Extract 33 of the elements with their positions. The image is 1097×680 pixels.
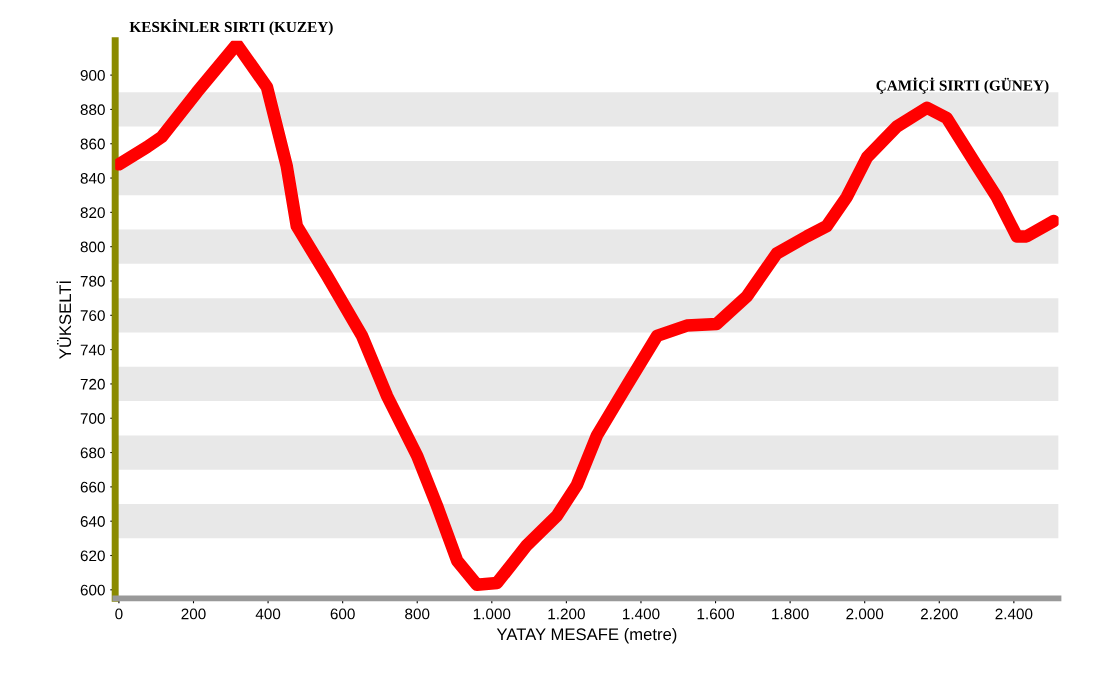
x-tick-label: 0 bbox=[115, 608, 123, 620]
y-tick-label: 640 bbox=[80, 516, 105, 527]
x-tick-label: 1.200 bbox=[548, 608, 585, 620]
y-axis-title: YÜKSELTİ bbox=[56, 281, 72, 359]
y-tick-label: 760 bbox=[80, 310, 105, 321]
x-tick-label: 600 bbox=[330, 608, 355, 620]
x-tick-label: 2.200 bbox=[920, 608, 958, 620]
y-tick-label: 800 bbox=[80, 241, 105, 253]
y-tick-label: 860 bbox=[80, 138, 105, 150]
y-tick-label: 620 bbox=[80, 550, 105, 562]
x-tick-label: 800 bbox=[405, 608, 430, 620]
annotation: ÇAMİÇİ SIRTI (GÜNEY) bbox=[876, 77, 1049, 94]
x-tick-label: 1.600 bbox=[697, 608, 735, 620]
y-tick-label: 820 bbox=[80, 207, 105, 219]
x-tick-label: 200 bbox=[181, 608, 206, 620]
x-tick-label: 2.000 bbox=[846, 608, 884, 620]
y-tick-label: 840 bbox=[80, 172, 105, 184]
y-tick-label: 660 bbox=[80, 481, 105, 493]
x-tick-label: 400 bbox=[255, 608, 281, 620]
x-tick-label: 1.000 bbox=[473, 608, 511, 620]
x-tick-label: 1.400 bbox=[623, 608, 660, 620]
y-tick-label: 900 bbox=[80, 69, 105, 81]
x-tick-label: 1.800 bbox=[772, 608, 809, 620]
y-tick-label: 880 bbox=[80, 104, 105, 116]
x-tick-label: 2.400 bbox=[995, 608, 1033, 620]
y-tick-label: 720 bbox=[80, 378, 105, 390]
y-tick-label: 740 bbox=[80, 344, 105, 356]
y-tick-label: 780 bbox=[80, 275, 105, 287]
y-tick-label: 700 bbox=[80, 413, 105, 424]
y-tick-label: 680 bbox=[80, 447, 105, 459]
x-axis-title: YATAY MESAFE (metre) bbox=[496, 627, 677, 644]
text: KESKİNLER SIRTI (KUZEY) bbox=[129, 18, 333, 36]
y-tick-label: 600 bbox=[80, 584, 105, 596]
